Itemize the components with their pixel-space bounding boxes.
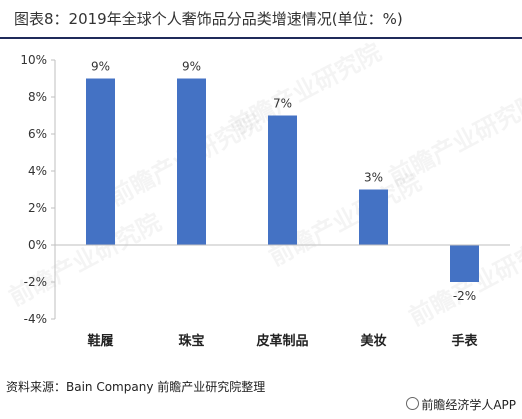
- x-tick-label: 美妆: [360, 333, 386, 349]
- data-label: 9%: [182, 60, 201, 74]
- y-tick-label: 10%: [20, 53, 47, 67]
- bar: [177, 78, 206, 245]
- bar: [450, 245, 479, 282]
- data-label: 7%: [273, 97, 292, 111]
- title-divider: [0, 37, 522, 39]
- y-tick-label: 0%: [28, 238, 47, 252]
- y-tick-label: 8%: [28, 90, 47, 104]
- y-tick-label: -4%: [24, 312, 47, 326]
- x-tick-label: 皮革制品: [255, 333, 308, 349]
- brand-tag: 前瞻经济学人APP: [406, 396, 516, 413]
- y-tick-label: -2%: [24, 275, 47, 289]
- chart-title: 图表8：2019年全球个人奢饰品分品类增速情况(单位：%): [14, 10, 403, 28]
- y-tick-label: 6%: [28, 127, 47, 141]
- bar-chart: -4% -2% 0% 2% 4% 6% 8% 10% 9% 鞋履 9% 珠宝 7% 皮革制品 3% 美妆 -2%…: [20, 53, 510, 349]
- y-tick-label: 2%: [28, 201, 47, 215]
- data-label: 9%: [91, 60, 110, 74]
- data-label: -2%: [453, 289, 476, 303]
- bar: [268, 115, 297, 245]
- y-tick-label: 4%: [28, 164, 47, 178]
- x-tick-label: 鞋履: [87, 333, 113, 349]
- x-tick-label: 珠宝: [178, 333, 204, 349]
- data-label: 3%: [364, 171, 383, 185]
- bar: [359, 189, 388, 245]
- source-note: 资料来源：Bain Company 前瞻产业研究院整理: [6, 380, 266, 394]
- brand-label: 前瞻经济学人APP: [421, 398, 516, 412]
- bar: [86, 78, 115, 245]
- x-tick-label: 手表: [451, 333, 478, 349]
- brand-logo-icon: [406, 397, 420, 410]
